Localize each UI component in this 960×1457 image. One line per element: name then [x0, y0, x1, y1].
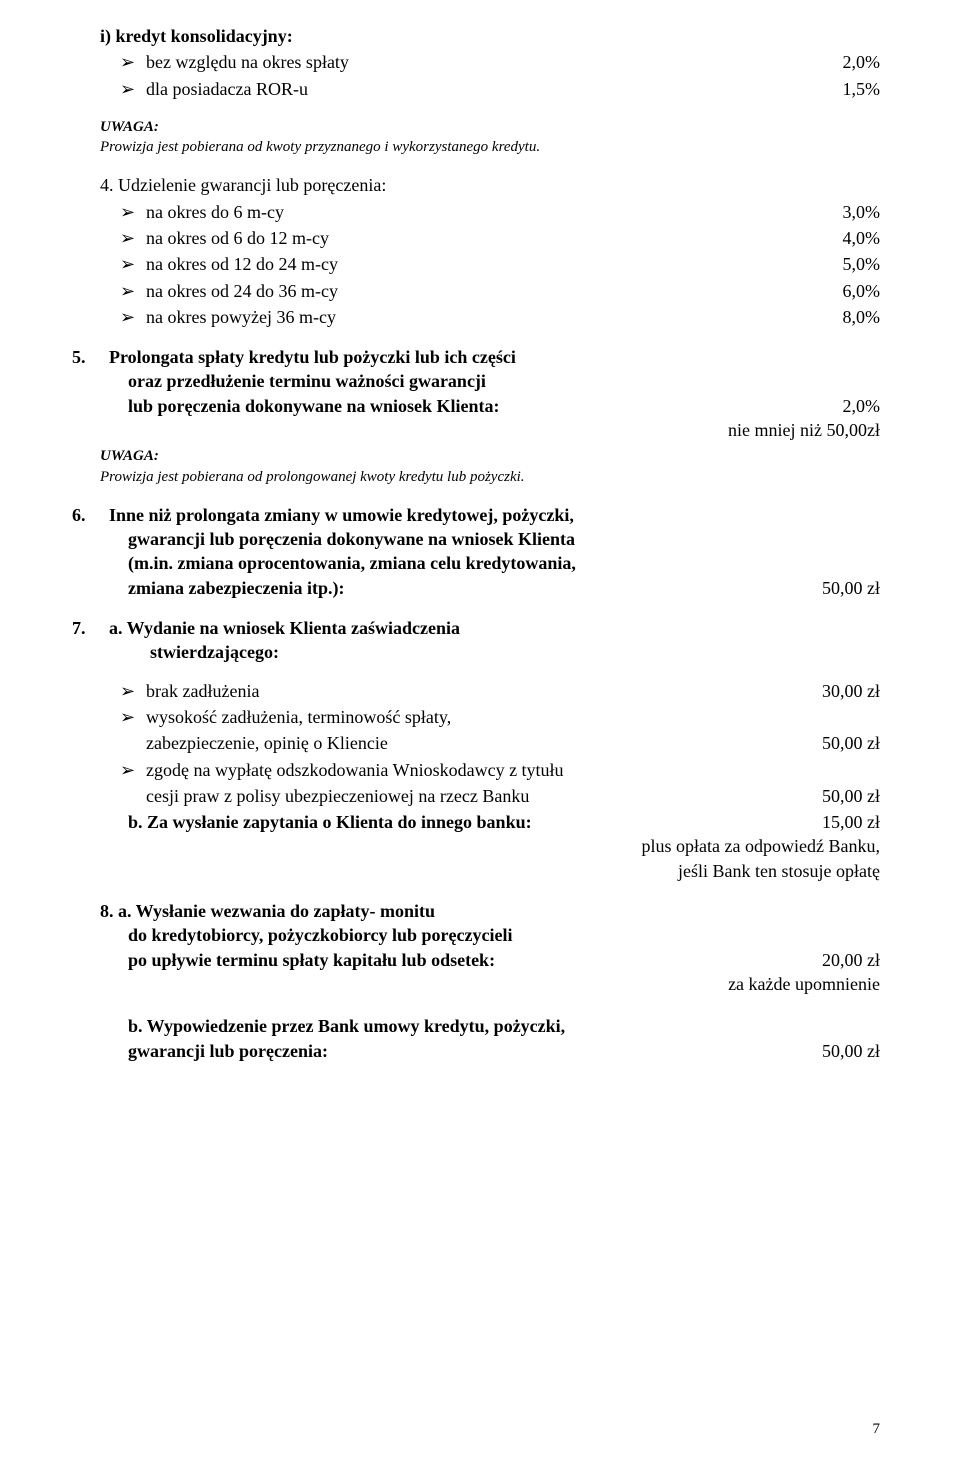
bullet-icon: ➢: [120, 305, 138, 329]
page-number: 7: [873, 1419, 881, 1439]
bullet-icon: ➢: [120, 226, 138, 250]
item-label: na okres od 12 do 24 m-cy: [146, 252, 338, 276]
uwaga-text: Prowizja jest pobierana od prolongowanej…: [100, 467, 880, 487]
item-label: na okres od 24 do 36 m-cy: [146, 279, 338, 303]
section-6: 6. Inne niż prolongata zmiany w umowie k…: [100, 503, 880, 600]
section-8: 8. a. Wysłanie wezwania do zapłaty- moni…: [100, 899, 880, 1063]
uwaga-1: UWAGA: Prowizja jest pobierana od kwoty …: [100, 117, 880, 158]
section-8a-l2: do kredytobiorcy, pożyczkobiorcy lub por…: [100, 923, 880, 947]
list-item: ➢ bez względu na okres spłaty 2,0%: [120, 50, 880, 74]
section-7b-line: b. Za wysłanie zapytania o Klienta do in…: [128, 810, 532, 834]
section-8b-value: 50,00 zł: [822, 1039, 880, 1063]
item-label: na okres powyżej 36 m-cy: [146, 305, 336, 329]
section-8b-l2: gwarancji lub poręczenia:: [128, 1039, 328, 1063]
item-value: 1,5%: [843, 77, 881, 101]
section-7a-l1: a. Wydanie na wniosek Klienta zaświadcze…: [109, 618, 460, 638]
bullet-icon: ➢: [120, 50, 138, 74]
item-label: brak zadłużenia: [146, 679, 259, 703]
list-item: ➢ dla posiadacza ROR-u 1,5%: [120, 77, 880, 101]
section-5-l2: oraz przedłużenie terminu ważności gwara…: [100, 369, 880, 393]
section-5-l1: Prolongata spłaty kredytu lub pożyczki l…: [109, 347, 516, 367]
item-label-l2: cesji praw z polisy ubezpieczeniowej na …: [146, 784, 529, 808]
section-8a-note: za każde upomnienie: [100, 972, 880, 996]
section-6-l2: gwarancji lub poręczenia dokonywane na w…: [100, 527, 880, 551]
section-7a-l2: stwierdzającego:: [100, 640, 880, 664]
uwaga-text: Prowizja jest pobierana od kwoty przyzna…: [100, 137, 880, 157]
item-value: 5,0%: [843, 252, 881, 276]
section-7b-value: 15,00 zł: [822, 810, 880, 834]
item-label: bez względu na okres spłaty: [146, 50, 349, 74]
item-value: 3,0%: [843, 200, 881, 224]
section-8a-l1: 8. a. Wysłanie wezwania do zapłaty- moni…: [100, 899, 880, 923]
item-value: 8,0%: [843, 305, 881, 329]
bullet-icon: ➢: [120, 252, 138, 276]
bullet-icon: ➢: [120, 279, 138, 303]
section-6-l4: zmiana zabezpieczenia itp.):: [128, 576, 344, 600]
item-label-l2: zabezpieczenie, opinię o Kliencie: [146, 731, 388, 755]
item-label-l1: wysokość zadłużenia, terminowość spłaty,: [146, 705, 451, 729]
item-value: 50,00 zł: [822, 731, 880, 755]
section-7: 7. a. Wydanie na wniosek Klienta zaświad…: [100, 616, 880, 883]
section-i-title: i) kredyt konsolidacyjny:: [100, 24, 880, 48]
section-7b-note2: jeśli Bank ten stosuje opłatę: [100, 859, 880, 883]
list-item: ➢ zgodę na wypłatę odszkodowania Wnioskod…: [120, 758, 880, 809]
item-label: na okres do 6 m-cy: [146, 200, 284, 224]
section-5-note: nie mniej niż 50,00zł: [100, 418, 880, 442]
bullet-icon: ➢: [120, 758, 138, 782]
section-6-l1: Inne niż prolongata zmiany w umowie kred…: [109, 505, 574, 525]
section-5: 5. Prolongata spłaty kredytu lub pożyczk…: [100, 345, 880, 442]
list-item: ➢ na okres powyżej 36 m-cy 8,0%: [120, 305, 880, 329]
list-item: ➢ na okres do 6 m-cy 3,0%: [120, 200, 880, 224]
section-5-l3: lub poręczenia dokonywane na wniosek Kli…: [128, 394, 500, 418]
item-value: 6,0%: [843, 279, 881, 303]
bullet-icon: ➢: [120, 77, 138, 101]
section-4-title: 4. Udzielenie gwarancji lub poręczenia:: [100, 173, 880, 197]
bullet-icon: ➢: [120, 705, 138, 729]
bullet-icon: ➢: [120, 679, 138, 703]
section-8b-l1: b. Wypowiedzenie przez Bank umowy kredyt…: [100, 1014, 880, 1038]
item-value: 50,00 zł: [822, 784, 880, 808]
section-i: i) kredyt konsolidacyjny: ➢ bez względu …: [100, 24, 880, 101]
list-item: ➢ wysokość zadłużenia, terminowość spłaty…: [120, 705, 880, 756]
item-label: dla posiadacza ROR-u: [146, 77, 308, 101]
section-4: 4. Udzielenie gwarancji lub poręczenia: …: [100, 173, 880, 329]
section-6-value: 50,00 zł: [822, 576, 880, 600]
section-7b-note1: plus opłata za odpowiedź Banku,: [100, 834, 880, 858]
section-8a-value: 20,00 zł: [822, 948, 880, 972]
list-item: ➢ brak zadłużenia 30,00 zł: [120, 679, 880, 703]
uwaga-2: UWAGA: Prowizja jest pobierana od prolon…: [100, 446, 880, 487]
section-5-value: 2,0%: [843, 394, 881, 418]
section-6-l3: (m.in. zmiana oprocentowania, zmiana cel…: [100, 551, 880, 575]
item-label: na okres od 6 do 12 m-cy: [146, 226, 329, 250]
list-item: ➢ na okres od 24 do 36 m-cy 6,0%: [120, 279, 880, 303]
uwaga-label: UWAGA:: [100, 117, 880, 137]
section-8a-l3: po upływie terminu spłaty kapitału lub o…: [128, 948, 495, 972]
item-value: 30,00 zł: [822, 679, 880, 703]
item-label-l1: zgodę na wypłatę odszkodowania Wnioskoda…: [146, 758, 564, 782]
list-item: ➢ na okres od 6 do 12 m-cy 4,0%: [120, 226, 880, 250]
item-value: 2,0%: [843, 50, 881, 74]
bullet-icon: ➢: [120, 200, 138, 224]
item-value: 4,0%: [843, 226, 881, 250]
uwaga-label: UWAGA:: [100, 446, 880, 466]
list-item: ➢ na okres od 12 do 24 m-cy 5,0%: [120, 252, 880, 276]
